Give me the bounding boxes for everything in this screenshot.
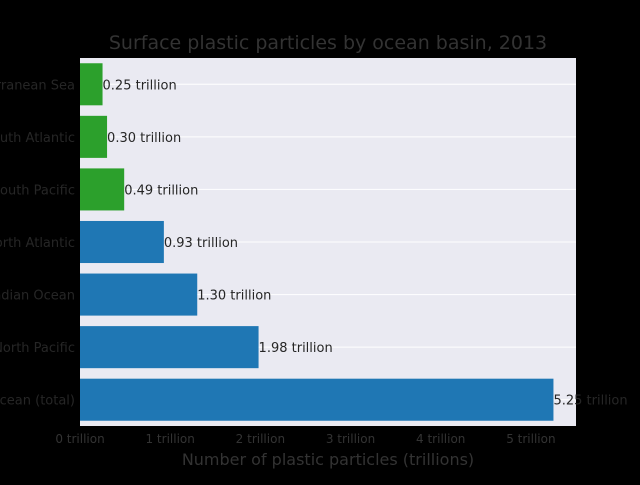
category-label: North Atlantic [0,236,75,251]
category-label: South Pacific [0,183,75,198]
bars [80,63,554,421]
x-tick-label: 5 trillion [506,432,555,446]
x-tick-labels: 0 trillion 1 trillion 2 trillion 3 trillion… [55,432,555,446]
category-labels: World Ocean (total) North Pacific Indian O… [0,78,75,408]
chart-title: Surface plastic particles by ocean basin… [109,32,547,54]
bar [80,273,198,316]
value-label: 5.25 trillion [553,394,627,409]
x-tick-label: 4 trillion [416,432,465,446]
bar [80,326,259,369]
value-label: 0.49 trillion [124,183,198,198]
category-label: World Ocean (total) [0,394,75,409]
x-tick-label: 2 trillion [236,432,285,446]
value-label: 0.93 trillion [164,236,238,251]
value-label: 1.98 trillion [259,341,333,356]
value-label: 1.30 trillion [197,289,271,304]
value-label: 0.30 trillion [107,131,181,146]
bar [80,378,554,421]
x-axis-label: Number of plastic particles (trillions) [182,450,474,469]
bar [80,115,108,158]
value-labels: 5.25 trillion 1.98 trillion 1.30 trillion 0… [103,78,628,408]
x-tick-label: 3 trillion [326,432,375,446]
bar [80,63,103,106]
x-tick-label: 0 trillion [55,432,104,446]
category-label: North Pacific [0,341,75,356]
category-label: South Atlantic [0,131,75,146]
bar [80,220,164,264]
value-label: 0.25 trillion [103,78,177,93]
x-tick-label: 1 trillion [145,432,194,446]
bar [80,168,125,211]
category-label: Mediterranean Sea [0,78,75,93]
category-label: Indian Ocean [0,289,75,304]
